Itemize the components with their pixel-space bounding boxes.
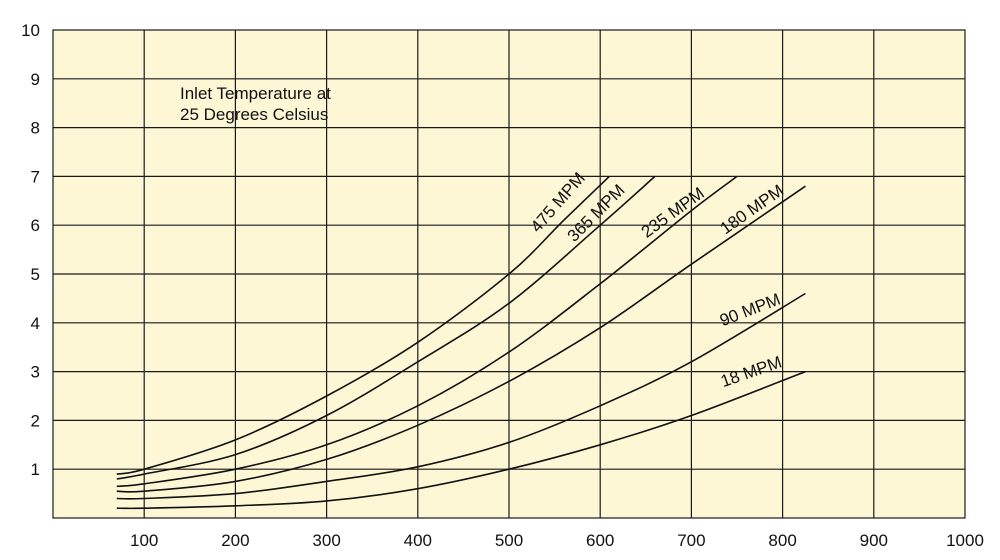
series-line-180-mpm: [116, 185, 806, 493]
series-lines: [116, 175, 806, 510]
x-tick-label: 500: [495, 531, 523, 550]
y-tick-label: 3: [31, 363, 40, 382]
series-line-235-mpm: [116, 175, 738, 488]
x-tick-label: 200: [221, 531, 249, 550]
x-tick-label: 600: [586, 531, 614, 550]
series-line-365-mpm: [116, 175, 656, 480]
y-tick-label: 7: [31, 167, 40, 186]
x-axis-tick-labels: 100 200 300 400 500 600 700 800 900 1000: [130, 531, 984, 550]
annotation-line-1: Inlet Temperature at: [180, 84, 331, 103]
y-tick-label: 10: [21, 21, 40, 40]
y-tick-label: 5: [31, 265, 40, 284]
series-line-475-mpm: [116, 175, 610, 475]
x-tick-label: 100: [130, 531, 158, 550]
y-tick-label: 4: [31, 314, 40, 333]
y-tick-label: 6: [31, 216, 40, 235]
x-tick-label: 800: [768, 531, 796, 550]
y-tick-label: 2: [31, 411, 40, 430]
y-tick-label: 9: [31, 70, 40, 89]
x-tick-label: 700: [677, 531, 705, 550]
y-tick-label: 8: [31, 119, 40, 138]
series-line-90-mpm: [116, 292, 806, 500]
x-tick-label: 900: [860, 531, 888, 550]
series-line-18-mpm: [116, 370, 806, 510]
y-axis-tick-labels: 1 2 3 4 5 6 7 8 9 10: [21, 21, 40, 479]
x-tick-label: 300: [312, 531, 340, 550]
annotation-line-2: 25 Degrees Celsius: [180, 105, 328, 124]
x-tick-label: 1000: [946, 531, 984, 550]
x-tick-label: 400: [404, 531, 432, 550]
y-tick-label: 1: [31, 460, 40, 479]
